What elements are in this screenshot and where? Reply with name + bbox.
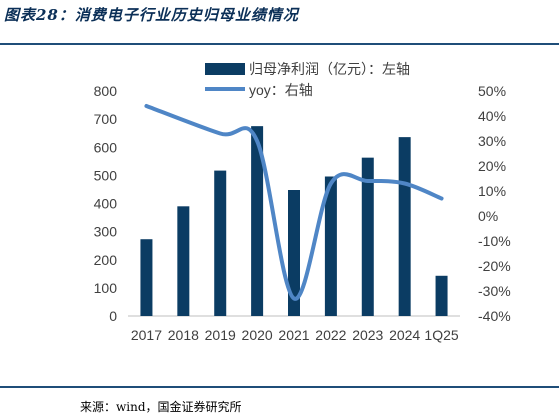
yoy-line <box>144 104 444 301</box>
left-tick-label: 200 <box>94 252 118 268</box>
legend-bar-label: 归母净利润（亿元）：左轴 <box>249 61 410 77</box>
title-rule <box>0 43 559 45</box>
x-tick-label: 2022 <box>315 327 346 343</box>
bar <box>324 176 337 316</box>
figure-source: 来源：wind，国金证券研究所 <box>80 400 242 414</box>
right-tick-label: -30% <box>478 283 511 299</box>
bar <box>398 137 411 316</box>
x-tick-label: 1Q25 <box>424 327 458 343</box>
bar-series <box>140 126 448 316</box>
left-tick-label: 300 <box>94 224 118 240</box>
bar <box>435 275 448 316</box>
legend-bar-swatch <box>205 63 245 75</box>
right-tick-label: 40% <box>478 108 506 124</box>
x-axis: 2017 2018 2019 2020 2021 2022 2023 2024 1Q25 <box>128 315 460 343</box>
left-axis: 0 100 200 300 400 500 600 700 800 <box>94 83 118 324</box>
right-tick-label: 20% <box>478 158 506 174</box>
legend-line-label: yoy：右轴 <box>249 82 313 98</box>
right-tick-label: -20% <box>478 258 511 274</box>
bar <box>140 239 153 316</box>
left-tick-label: 800 <box>94 83 118 99</box>
left-tick-label: 600 <box>94 139 118 155</box>
left-tick-label: 500 <box>94 167 118 183</box>
x-tick-label: 2018 <box>168 327 199 343</box>
left-tick-label: 100 <box>94 280 118 296</box>
bar <box>251 126 264 316</box>
left-tick-label: 400 <box>94 196 118 212</box>
left-tick-label: 700 <box>94 111 118 127</box>
source-rule <box>0 386 559 388</box>
figure-title: 图表28：消费电子行业历史归母业绩情况 <box>4 6 299 24</box>
bar <box>214 170 227 316</box>
right-axis: -40% -30% -20% -10% 0% 10% 20% 30% 40% 50% <box>478 83 511 324</box>
legend: 归母净利润（亿元）：左轴 yoy：右轴 <box>205 61 410 98</box>
right-tick-label: 0% <box>478 208 498 224</box>
x-tick-label: 2021 <box>278 327 309 343</box>
right-tick-label: 10% <box>478 183 506 199</box>
bar <box>288 190 300 316</box>
x-tick-label: 2017 <box>131 327 162 343</box>
x-tick-label: 2020 <box>242 327 273 343</box>
x-tick-label: 2023 <box>352 327 383 343</box>
left-tick-label: 0 <box>109 308 117 324</box>
x-tick-label: 2024 <box>389 327 420 343</box>
right-tick-label: 30% <box>478 133 506 149</box>
bar <box>177 206 190 316</box>
x-tick-label: 2019 <box>205 327 236 343</box>
bar <box>361 157 374 316</box>
right-tick-label: -10% <box>478 233 511 249</box>
right-tick-label: 50% <box>478 83 506 99</box>
line-series <box>144 104 444 301</box>
right-tick-label: -40% <box>478 308 511 324</box>
